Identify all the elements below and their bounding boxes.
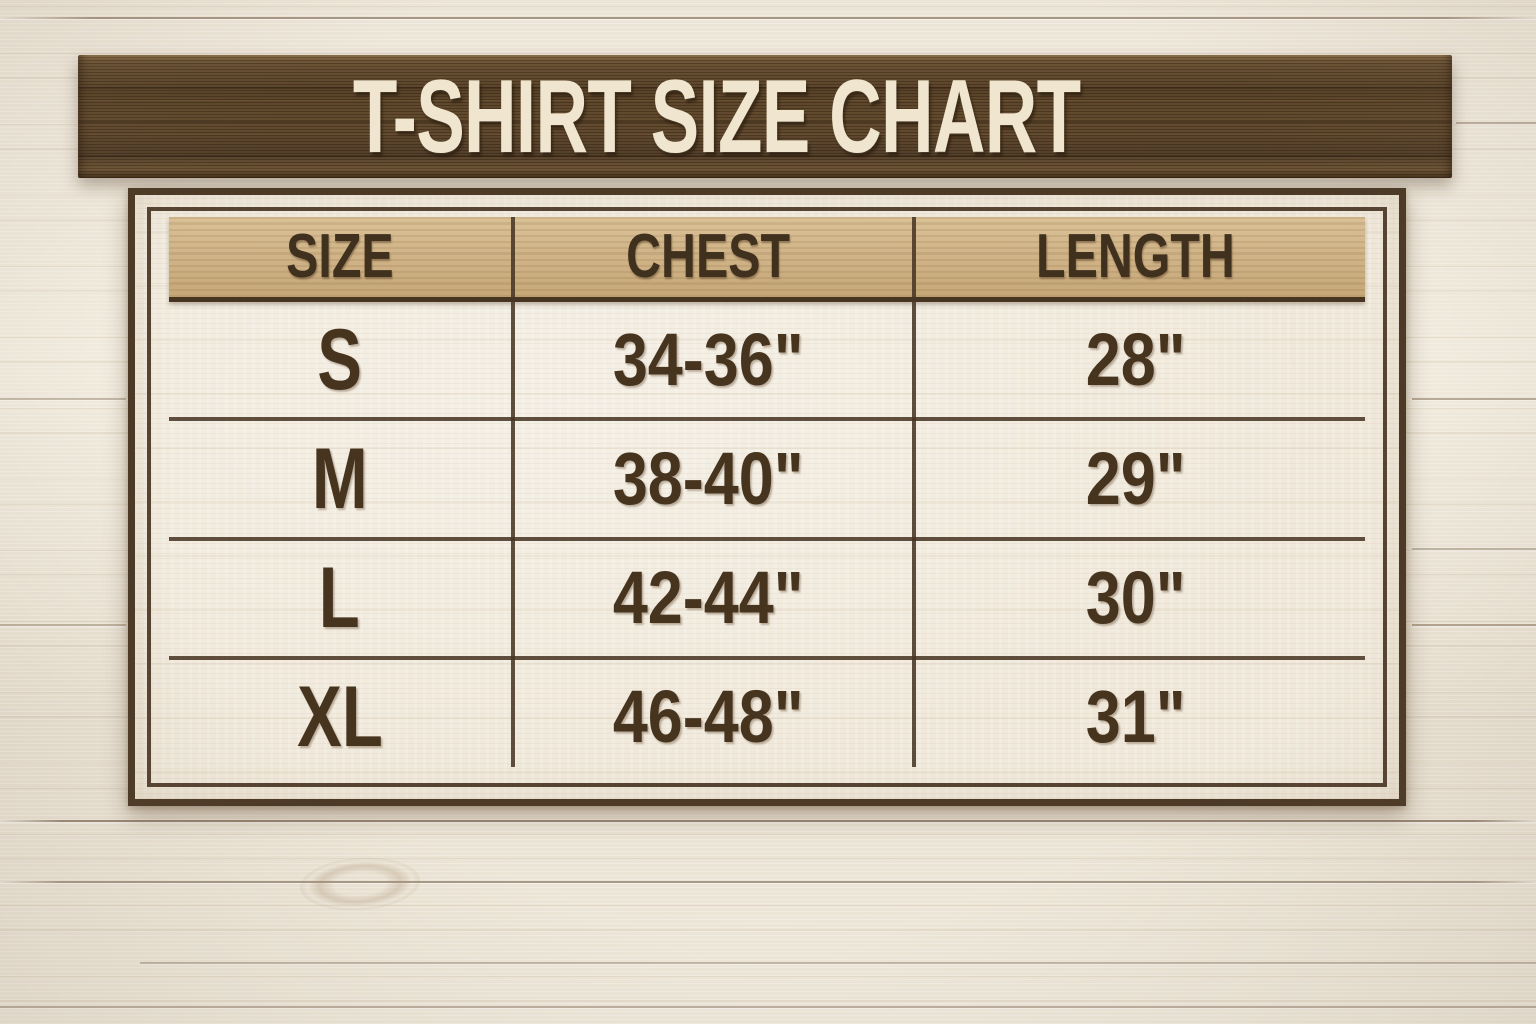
size-cell: M [169, 436, 510, 522]
table-row-m: M 38-40" 29" [169, 417, 1365, 536]
column-header-length: LENGTH [907, 226, 1365, 288]
size-chart-board: SIZE CHEST LENGTH S 34-36" 28" M 38-40" … [128, 188, 1406, 806]
length-cell: 31" [907, 680, 1365, 754]
length-value: 30" [1085, 556, 1186, 640]
plank-seam [1412, 624, 1536, 626]
table-row-s: S 34-36" 28" [169, 302, 1365, 417]
plank-seam [0, 820, 1536, 822]
length-cell: 28" [907, 317, 1365, 401]
column-header-chest: CHEST [510, 226, 907, 288]
size-value: L [319, 550, 361, 647]
chest-value: 34-36" [613, 317, 804, 401]
chest-cell: 46-48" [510, 680, 907, 754]
title-banner: T-SHIRT SIZE CHART [78, 55, 1452, 178]
plank-seam [140, 962, 1536, 964]
chest-cell: 38-40" [510, 436, 907, 520]
size-value: M [311, 430, 368, 527]
chest-value: 46-48" [613, 675, 804, 759]
chest-value: 38-40" [613, 436, 804, 520]
plank-seam [1412, 398, 1536, 400]
wood-knot [298, 853, 422, 915]
plank-seam [1412, 548, 1536, 550]
plank-seam [0, 881, 1536, 883]
page-title: T-SHIRT SIZE CHART [353, 58, 1081, 175]
table-row-l: L 42-44" 30" [169, 536, 1365, 656]
plank-seam [0, 624, 126, 626]
length-value: 31" [1085, 675, 1186, 759]
column-header-size: SIZE [169, 226, 510, 288]
column-header-label: LENGTH [1036, 222, 1236, 291]
size-cell: S [169, 317, 510, 403]
size-cell: L [169, 555, 510, 641]
plank-seam [0, 17, 1536, 19]
plank-seam [1456, 122, 1536, 124]
chest-value: 42-44" [613, 556, 804, 640]
chest-cell: 42-44" [510, 561, 907, 635]
size-value: XL [296, 669, 383, 766]
plank-seam [0, 1006, 1536, 1008]
table-row-xl: XL 46-48" 31" [169, 655, 1365, 775]
header-row: SIZE CHEST LENGTH [169, 217, 1365, 302]
column-header-label: SIZE [285, 222, 394, 291]
plank-seam [0, 398, 126, 400]
column-header-label: CHEST [626, 222, 791, 291]
chest-cell: 34-36" [510, 317, 907, 401]
length-value: 28" [1085, 317, 1186, 401]
size-cell: XL [169, 674, 510, 760]
length-value: 29" [1085, 436, 1186, 520]
size-table: SIZE CHEST LENGTH S 34-36" 28" M 38-40" … [169, 217, 1365, 775]
length-cell: 29" [907, 436, 1365, 520]
size-value: S [317, 311, 362, 408]
length-cell: 30" [907, 561, 1365, 635]
